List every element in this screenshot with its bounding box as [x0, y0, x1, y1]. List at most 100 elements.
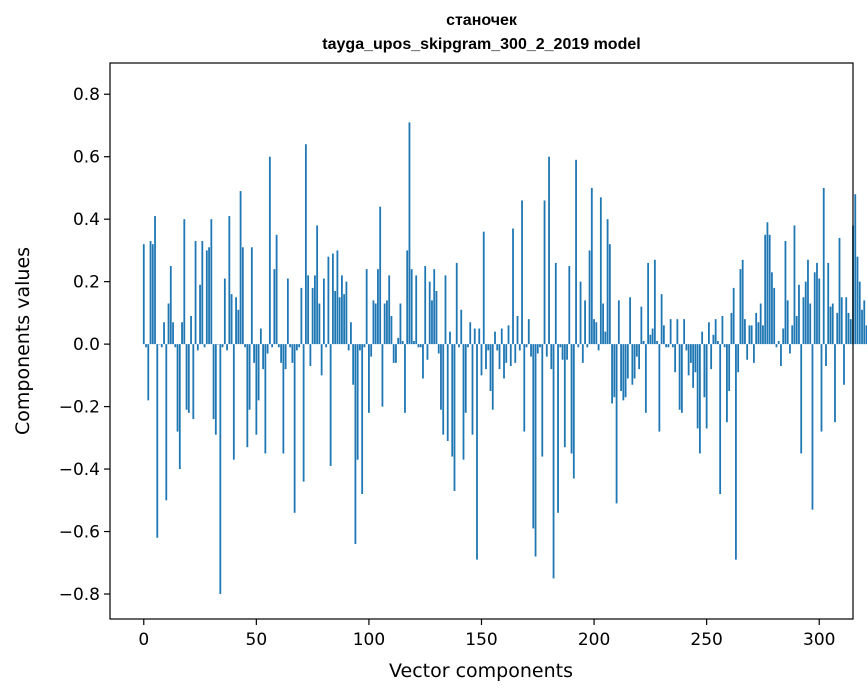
bar-227 [653, 259, 656, 345]
bar-258 [723, 344, 726, 348]
bar-230 [660, 294, 663, 345]
bar-74 [309, 344, 312, 366]
bar-317 [856, 256, 859, 345]
bar-207 [608, 244, 611, 345]
bar-70 [300, 287, 303, 345]
bar-276 [764, 234, 767, 345]
bar-95 [356, 344, 359, 460]
bar-203 [599, 197, 602, 345]
bar-165 [514, 344, 517, 363]
y-axis-label: Components values [12, 247, 34, 435]
bar-177 [541, 344, 544, 457]
bar-189 [568, 266, 571, 345]
bar-2 [147, 344, 150, 401]
bar-85 [334, 291, 337, 345]
bar-178 [543, 200, 546, 345]
bar-151 [482, 231, 485, 345]
bar-77 [316, 225, 319, 345]
bar-87 [338, 297, 341, 345]
bar-244 [692, 344, 695, 388]
bar-110 [390, 316, 393, 345]
bar-163 [509, 344, 512, 366]
bar-157 [496, 344, 499, 351]
bar-289 [793, 225, 796, 345]
bar-51 [257, 344, 260, 401]
x-tick-label: 300 [803, 630, 835, 650]
bar-166 [516, 316, 519, 345]
bar-210 [615, 344, 618, 504]
bar-50 [255, 344, 258, 435]
bar-239 [680, 344, 683, 413]
bar-311 [843, 344, 845, 385]
bar-26 [201, 241, 204, 345]
bar-229 [658, 344, 661, 432]
bar-309 [838, 237, 841, 345]
bar-101 [370, 344, 373, 357]
bar-291 [798, 284, 800, 345]
bar-99 [365, 269, 368, 345]
bar-224 [647, 262, 650, 345]
bar-0 [142, 244, 145, 345]
bar-292 [800, 344, 803, 454]
bar-141 [460, 309, 463, 345]
bar-54 [264, 344, 267, 454]
bar-22 [192, 344, 195, 420]
x-tick-label: 150 [465, 630, 497, 650]
y-tick-label: 0.8 [73, 85, 100, 105]
bar-17 [181, 322, 183, 345]
bar-16 [178, 344, 181, 470]
bar-15 [176, 344, 179, 432]
bar-212 [620, 344, 622, 391]
bar-186 [561, 344, 564, 360]
bar-264 [737, 344, 740, 373]
bar-168 [521, 200, 523, 345]
bar-216 [629, 297, 631, 345]
bar-156 [494, 331, 496, 345]
bar-222 [642, 341, 645, 345]
y-tick-label: 0.6 [73, 148, 100, 168]
bar-93 [352, 344, 355, 385]
bar-109 [388, 275, 391, 345]
bar-255 [717, 341, 719, 345]
bar-56 [268, 156, 271, 345]
bar-67 [293, 344, 296, 513]
bar-319 [861, 309, 863, 345]
bar-160 [503, 344, 505, 379]
bar-219 [635, 344, 638, 357]
bar-53 [262, 344, 264, 370]
bar-288 [791, 325, 794, 345]
bar-243 [689, 344, 692, 363]
bar-169 [523, 344, 526, 432]
bar-298 [813, 272, 816, 345]
bar-257 [721, 316, 724, 345]
bar-238 [678, 344, 681, 410]
bar-306 [831, 303, 834, 345]
bar-19 [185, 344, 188, 410]
bar-90 [345, 281, 348, 345]
bar-173 [532, 344, 535, 529]
bar-283 [780, 344, 782, 366]
bar-134 [444, 275, 447, 345]
bar-82 [327, 256, 330, 345]
bar-321 [865, 325, 867, 345]
bar-267 [744, 319, 746, 345]
bar-261 [730, 312, 733, 345]
y-tick-label: −0.2 [59, 398, 100, 418]
bar-285 [784, 241, 787, 345]
bar-21 [190, 316, 192, 345]
bar-106 [381, 344, 384, 407]
bar-135 [446, 344, 449, 441]
bar-232 [665, 344, 668, 348]
bar-89 [343, 294, 346, 345]
bar-213 [622, 344, 625, 401]
bar-6 [156, 344, 159, 538]
bar-86 [336, 250, 339, 345]
bar-314 [849, 319, 852, 345]
bar-174 [534, 344, 537, 557]
bar-69 [298, 344, 301, 348]
bar-263 [735, 344, 737, 560]
bars-group [142, 122, 867, 595]
bar-251 [708, 322, 710, 345]
bar-182 [552, 344, 555, 579]
bar-205 [604, 331, 607, 345]
